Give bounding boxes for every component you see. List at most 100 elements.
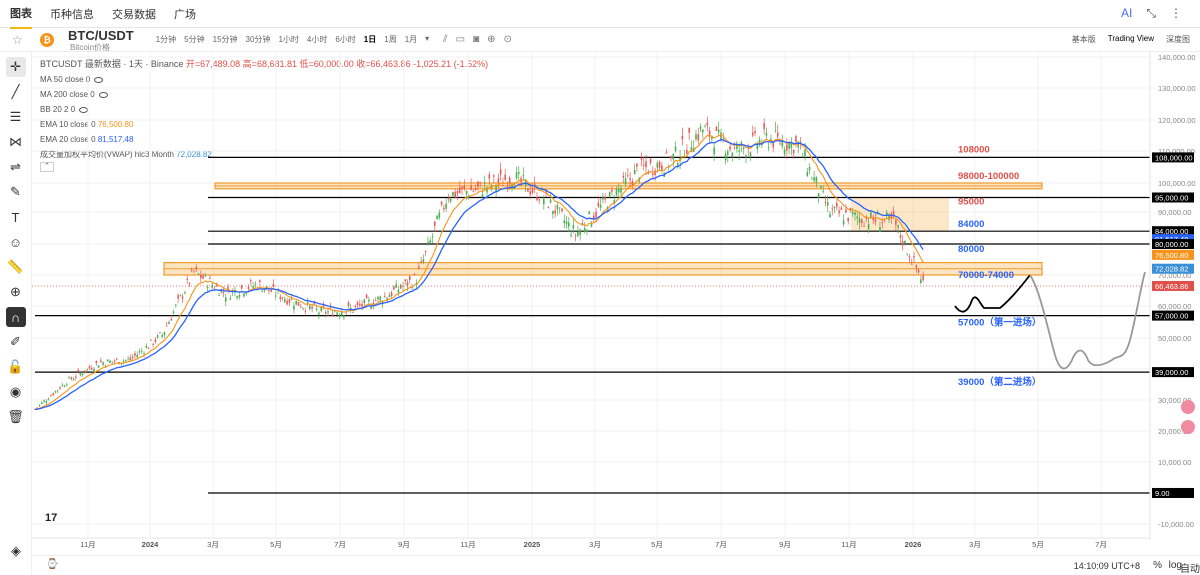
trendline-icon[interactable]: ╱ xyxy=(11,84,20,99)
candle-body xyxy=(320,307,322,312)
candle-body xyxy=(556,205,559,210)
candle-body xyxy=(781,140,784,147)
hidden-eye-icon[interactable] xyxy=(94,76,104,83)
candle-body xyxy=(229,298,232,300)
interval-5m[interactable]: 5分钟 xyxy=(184,35,205,44)
favorite-star-icon[interactable]: ☆ xyxy=(12,32,23,47)
price-badge xyxy=(1152,280,1194,291)
candle-body xyxy=(352,312,354,313)
candle-body xyxy=(456,190,459,194)
candle-body xyxy=(109,360,111,363)
view-tradingview[interactable]: Trading View xyxy=(1107,34,1154,43)
candle-body xyxy=(343,314,345,318)
candle-body xyxy=(865,216,868,219)
layout-icon[interactable]: ▭ xyxy=(455,34,466,45)
lock-drawing-icon[interactable]: ✐ xyxy=(10,334,21,349)
indicator-icon[interactable]: ⫽ xyxy=(443,34,448,45)
visibility-icon[interactable]: ◉ xyxy=(9,384,22,399)
legend-ma50[interactable]: MA 50 close 0 xyxy=(40,72,488,87)
hidden-eye-icon[interactable] xyxy=(79,106,89,113)
add-icon[interactable]: ⊕ xyxy=(487,34,496,45)
candle-body xyxy=(104,365,107,367)
tab-chart[interactable]: 图表 xyxy=(10,0,32,29)
candle-body xyxy=(872,216,874,220)
horizontal-lines-icon[interactable]: ☰ xyxy=(9,109,22,124)
interval-6h[interactable]: 6小时 xyxy=(335,35,356,44)
zoom-icon[interactable]: ⊕ xyxy=(10,284,21,299)
pattern-icon[interactable]: ⋈ xyxy=(9,134,22,149)
settings-icon[interactable]: ⊙ xyxy=(503,34,512,45)
candle-body xyxy=(243,293,245,297)
tradingview-logo-icon: 17 xyxy=(45,512,57,524)
ruler-icon[interactable]: 📏 xyxy=(7,259,24,274)
legend-ema10[interactable]: EMA 10 close 0 76,500.80 xyxy=(40,120,134,129)
legend-ma200[interactable]: MA 200 close 0 xyxy=(40,87,488,102)
more-icon[interactable]: ⋮ xyxy=(1170,6,1182,20)
interval-1w[interactable]: 1周 xyxy=(384,35,397,44)
log-toggle[interactable]: log xyxy=(1168,560,1182,571)
candle-body xyxy=(240,285,243,289)
ai-icon[interactable]: AI xyxy=(1121,6,1133,20)
layers-icon[interactable]: ◈ xyxy=(11,543,21,558)
interval-1h[interactable]: 1小时 xyxy=(278,35,299,44)
legend-vwap[interactable]: 成交量加权平均价(VWAP) hlc3 Month 72,028.82 xyxy=(40,150,212,159)
interval-4h[interactable]: 4小时 xyxy=(306,35,328,44)
candle-body xyxy=(190,269,193,271)
candle-body xyxy=(901,241,904,246)
hidden-eye-icon[interactable] xyxy=(98,91,108,98)
view-depth[interactable]: 深度图 xyxy=(1166,35,1190,44)
date-range-icon[interactable]: ⌚ xyxy=(46,559,59,570)
emoji-icon[interactable]: ☺ xyxy=(8,234,23,250)
interval-1d[interactable]: 1日 xyxy=(363,35,377,44)
percent-toggle[interactable]: % xyxy=(1153,560,1162,571)
candle-body xyxy=(733,147,736,149)
brush-icon[interactable]: ✎ xyxy=(10,184,21,199)
auto-toggle[interactable]: 自动 xyxy=(1180,564,1200,575)
candle-body xyxy=(606,207,609,212)
candle-body xyxy=(770,138,772,143)
clock: 14:10:09 UTC+8 xyxy=(1073,561,1140,571)
view-basic[interactable]: 基本版 xyxy=(1071,35,1096,44)
tab-trading-data[interactable]: 交易数据 xyxy=(112,8,156,21)
legend-bb[interactable]: BB 20 2 0 xyxy=(40,102,488,117)
candle-body xyxy=(234,289,236,293)
price-badge-label: 84,000.00 xyxy=(1155,227,1188,236)
symbol-name[interactable]: BTC/USDT xyxy=(68,28,134,43)
candle-body xyxy=(658,162,661,168)
legend-collapse-icon[interactable]: ⌃ xyxy=(40,162,54,172)
trash-icon[interactable]: 🗑 xyxy=(7,409,24,424)
candle-body xyxy=(170,318,173,321)
candle-body xyxy=(595,211,597,217)
interval-15m[interactable]: 15分钟 xyxy=(212,35,238,44)
tab-square[interactable]: 广场 xyxy=(174,8,196,21)
candle-body xyxy=(184,292,186,294)
zone-label: 70000-74000 xyxy=(958,270,1014,281)
candle-body xyxy=(631,181,634,185)
lock-icon[interactable]: 🔓 xyxy=(7,359,24,374)
candle-body xyxy=(247,286,250,290)
text-icon[interactable]: T xyxy=(11,209,20,225)
x-tick-label: 2026 xyxy=(905,540,922,549)
candle-body xyxy=(838,210,840,214)
candle-body xyxy=(433,221,436,227)
candle-body xyxy=(165,325,168,327)
projection-layer xyxy=(954,271,1146,370)
interval-more-dropdown[interactable]: ▾ xyxy=(425,34,430,43)
expand-icon[interactable]: ⤡ xyxy=(1146,6,1156,20)
candle-body xyxy=(527,188,529,192)
camera-icon[interactable]: ◙ xyxy=(473,34,480,45)
candle-body xyxy=(518,172,520,174)
candle-body xyxy=(265,285,268,288)
ai-assist-icon xyxy=(1181,400,1195,414)
crosshair-icon[interactable]: ✛ xyxy=(5,57,26,77)
candle-body xyxy=(885,212,888,216)
legend-ema20[interactable]: EMA 20 close 0 81,517.48 xyxy=(40,135,134,144)
interval-30m[interactable]: 30分钟 xyxy=(245,35,271,44)
tab-coin-info[interactable]: 币种信息 xyxy=(50,8,94,21)
interval-1m[interactable]: 1分钟 xyxy=(155,35,177,44)
magnet-icon[interactable]: ∩ xyxy=(5,307,26,327)
measure-icon[interactable]: ⇌ xyxy=(10,159,21,174)
candle-body xyxy=(379,296,382,301)
interval-1mo[interactable]: 1月 xyxy=(404,35,418,44)
candle-body xyxy=(454,192,457,198)
